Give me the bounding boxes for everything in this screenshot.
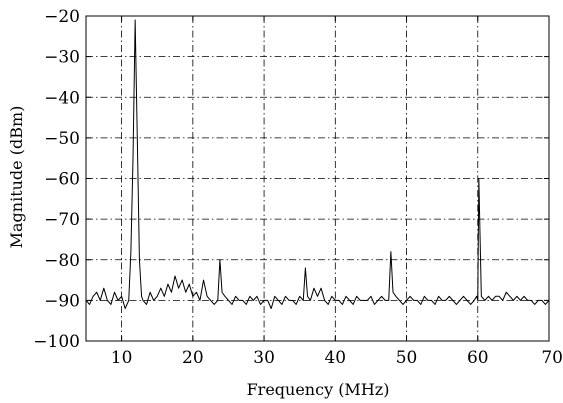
y-axis-title: Magnitude (dBm): [7, 106, 26, 249]
y-tick-label: −20: [44, 7, 80, 27]
plot-area: [85, 19, 550, 309]
x-tick-label: 50: [396, 348, 418, 368]
y-tick-label: −60: [44, 170, 80, 190]
plot-frame: [85, 15, 550, 342]
y-tick-label: −90: [44, 291, 80, 311]
x-tick-label: 30: [253, 348, 275, 368]
x-tick-labels: 10 20 30 40 50 60 70: [111, 348, 563, 368]
spectrum-trace-line: [85, 19, 550, 309]
grid-lines: [86, 16, 549, 341]
y-tick-label: −100: [33, 332, 80, 352]
x-tick-label: 20: [182, 348, 204, 368]
y-tick-label: −50: [44, 129, 80, 149]
y-tick-labels: −100 −90 −80 −70 −60 −50 −40 −30 −20: [33, 7, 80, 352]
y-tick-label: −30: [44, 48, 80, 68]
x-tick-label: 10: [111, 348, 133, 368]
x-tick-label: 40: [324, 348, 346, 368]
x-tick-label: 70: [541, 348, 563, 368]
x-tick-label: 60: [467, 348, 489, 368]
y-tick-label: −70: [44, 210, 80, 230]
x-axis-title: Frequency (MHz): [247, 380, 390, 399]
y-tick-label: −40: [44, 88, 80, 108]
y-tick-label: −80: [44, 251, 80, 271]
